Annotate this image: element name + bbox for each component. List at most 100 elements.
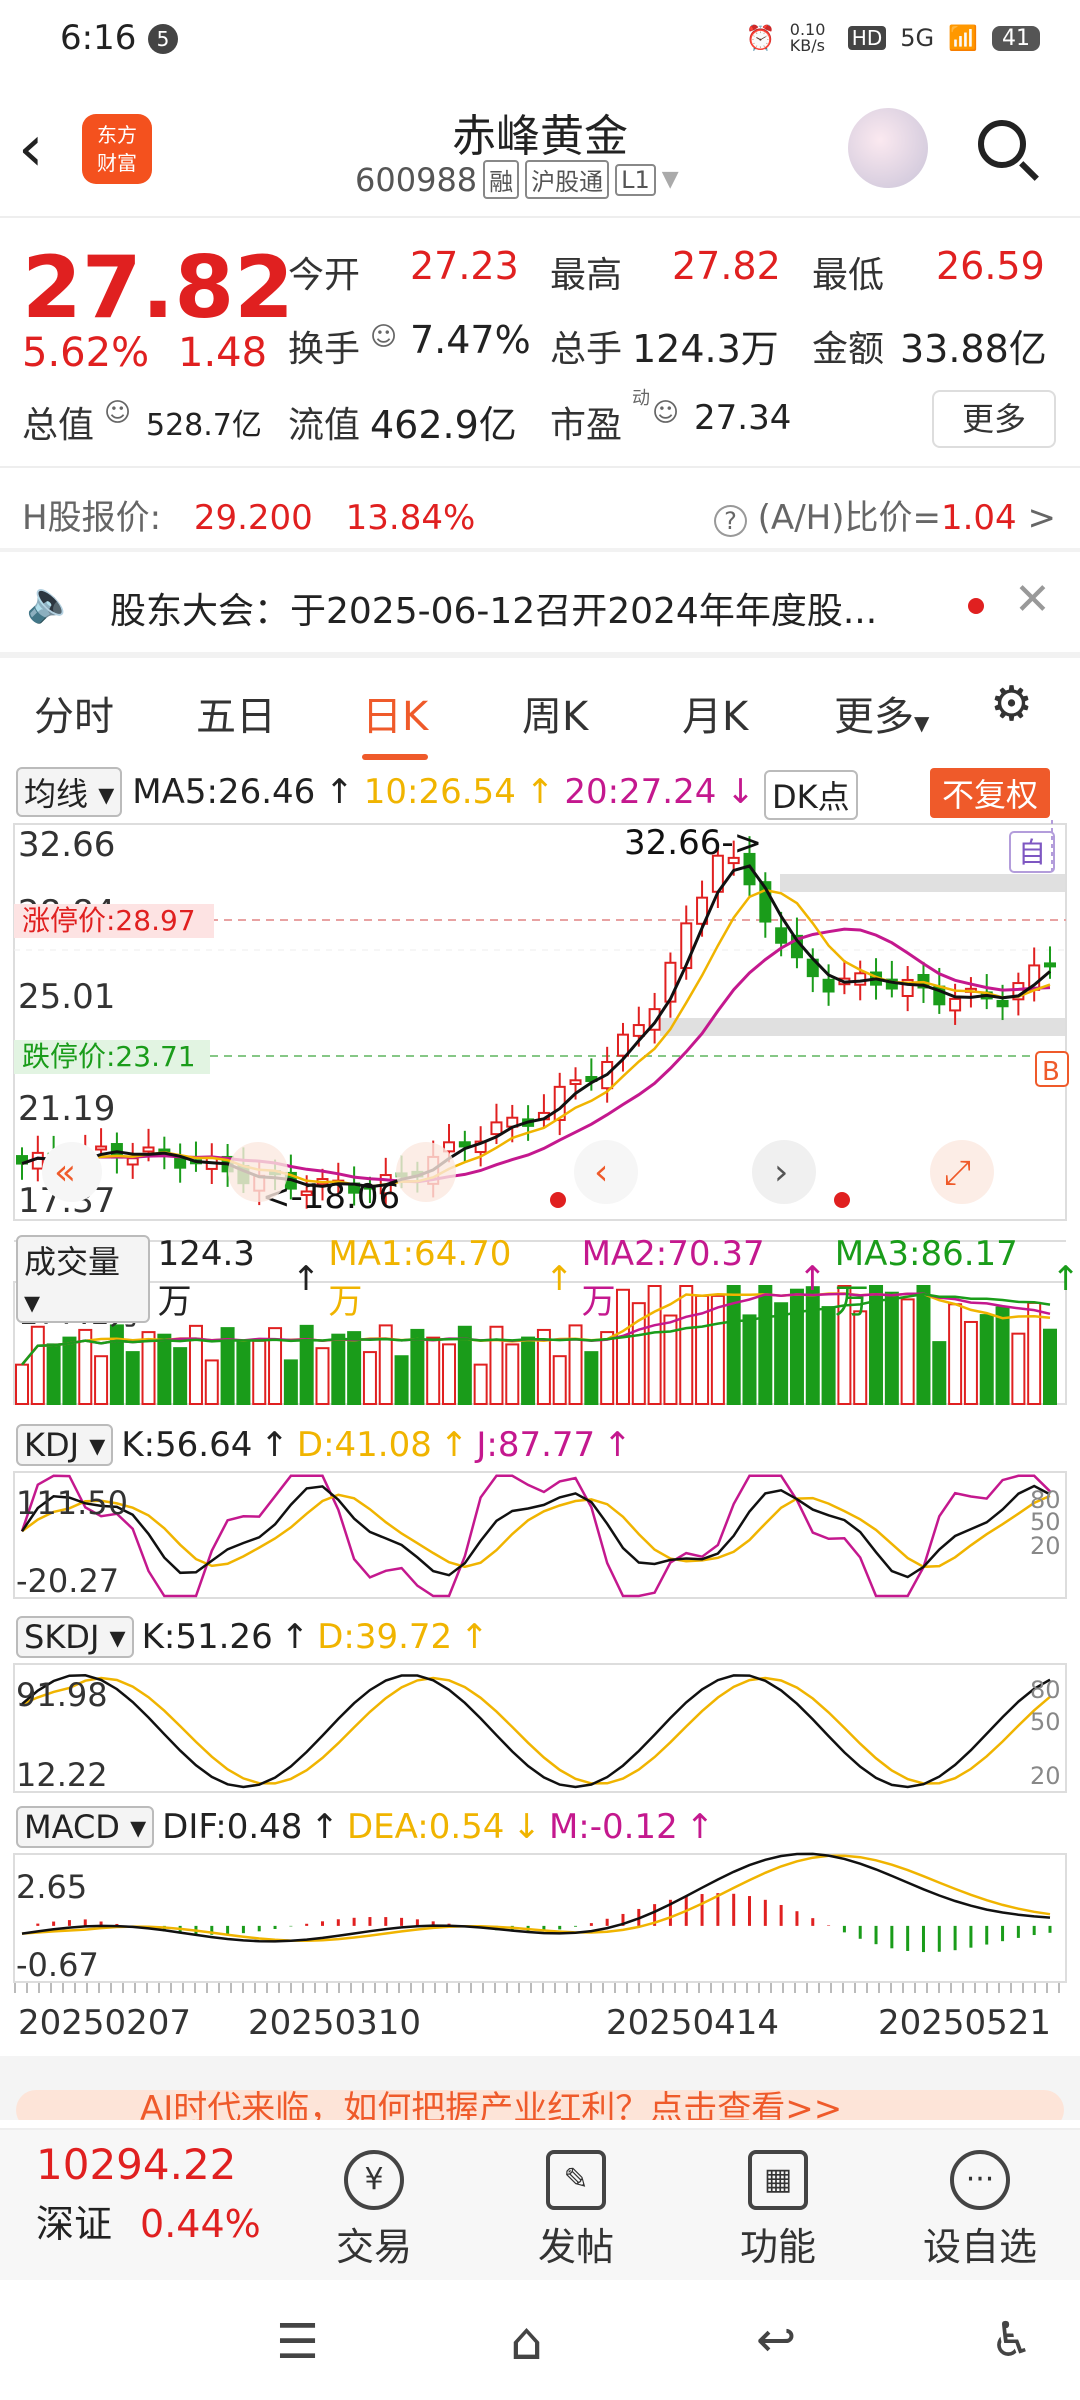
kdj-level-50: 50 [1030,1508,1061,1536]
volume-bar [315,1347,330,1406]
volume-bar [805,1286,820,1405]
home-icon[interactable]: ⌂ [510,2312,544,2372]
kdj-selector[interactable]: KDJ ▾ [16,1424,114,1466]
dk-point-button[interactable]: DK点 [764,770,858,820]
volume-selector-label: 成交量 [24,1242,121,1281]
ma20-value: 20:27.24 [564,772,717,812]
volume-bar [141,1331,156,1405]
volume-selector[interactable]: 成交量 ▾ [16,1234,150,1323]
volume-bar [94,1355,109,1405]
assistant-avatar-icon[interactable] [848,108,928,188]
trade-button[interactable]: ¥ 交易 [304,2150,444,2271]
next-candle-button[interactable] [752,1140,816,1204]
turnover-value: 7.47% [410,318,531,362]
skdj-y-bottom: 12.22 [16,1756,108,1794]
volume-bar [30,1325,45,1406]
help-icon: ? [714,505,747,537]
info-icon[interactable]: ☺ [104,398,132,428]
zoom-out-button[interactable] [228,1142,288,1202]
high-label: 最高 [550,255,623,296]
back-nav-icon[interactable]: ↩ [756,2312,797,2368]
app-logo[interactable]: 东方 财富 [82,114,152,184]
adjust-button[interactable]: 不复权 [930,768,1051,818]
post-button[interactable]: ✎ 发帖 [506,2150,646,2271]
prev-candle-button[interactable] [574,1140,638,1204]
expand-icon: ⤢ [944,1153,971,1193]
tab-monthly-k[interactable]: 月K [682,694,749,740]
signal-icon: 5G [900,24,935,52]
ma-selector[interactable]: 均线 ▾ [16,767,123,817]
double-left-icon: « [54,1152,76,1193]
candle-body [949,997,962,1012]
kdj-k: K:56.64 [121,1425,253,1465]
info-icon[interactable]: ☺ [370,322,398,352]
turnover-label: 换手 [288,329,361,370]
volume-bar [204,1359,219,1405]
info-icon[interactable]: ☺ [652,398,680,428]
notice-bar[interactable]: 🔈 股东大会：于2025-06-12召开2024年年度股... ✕ [0,552,1080,652]
volume-bar [157,1333,172,1405]
menu-icon[interactable]: ☰ [276,2314,320,2370]
zoom-in-button[interactable] [396,1142,456,1202]
ma-selector-label: 均线 [24,775,89,813]
skdj-level-50: 50 [1030,1708,1061,1736]
index-name: 深证 [36,2202,113,2246]
add-watchlist-button[interactable]: ··· 设自选 [910,2150,1050,2271]
yen-icon: ¥ [344,2150,404,2210]
tag-margin: 融 [483,160,520,199]
skdj-selector[interactable]: SKDJ ▾ [16,1616,134,1658]
hshare-row[interactable]: H股报价: 29.200 13.84% [22,490,475,538]
volume-bar [884,1291,899,1406]
ma5-value: MA5:26.46 [132,772,316,812]
resistance-band [780,874,1066,892]
candle-body [569,1079,582,1086]
pe-label: 市盈 [550,405,623,446]
hd-icon: HD [847,26,887,50]
low-value: 26.59 [936,244,1045,288]
more-button[interactable]: 更多 [932,390,1056,448]
ad-banner[interactable]: AI时代来临，如何把握产业红利？点击查看>> [140,2089,842,2120]
ah-ratio[interactable]: ? (A/H)比价=1.04 > [714,490,1056,538]
macd-selector[interactable]: MACD ▾ [16,1806,155,1848]
vol-ma3-line [21,1292,1051,1366]
stock-code-row[interactable]: 600988 融 沪股通 L1 ▼ [355,160,679,199]
candle-body [648,1008,661,1031]
macd-selector-label: MACD [24,1808,120,1846]
function-label: 功能 [739,2225,816,2269]
close-icon[interactable]: ✕ [1014,574,1051,625]
tab-more[interactable]: 更多▼ [834,684,929,742]
volume-bar [963,1320,978,1406]
volume-bar [378,1324,393,1405]
tab-five-day[interactable]: 五日 [196,694,276,740]
accessibility-icon[interactable]: ♿ [990,2312,1034,2368]
fullscreen-button[interactable] [930,1140,994,1204]
change-percent: 5.62% [22,330,150,376]
candle-body [474,1140,487,1154]
grid-icon: ▦ [748,2150,808,2210]
function-button[interactable]: ▦ 功能 [708,2150,848,2271]
vol-ma3: MA3:86.17万 [834,1234,1018,1322]
scroll-left-button[interactable] [42,1142,102,1202]
volume-bar [347,1331,362,1406]
tab-daily-k[interactable]: 日K [362,684,429,760]
back-button[interactable]: ‹ [18,112,44,186]
vol-ma1: MA1:64.70万 [328,1234,512,1322]
ma-legend: 均线 ▾ MA5:26.46 ↑ 10:26.54 ↑ 20:27.24 ↓ [16,767,1066,817]
status-bar: 6:16 5 ⏰ 0.10 KB/s HD 5G 📶 41 [0,0,1080,80]
candle-body [901,978,914,997]
tab-weekly-k[interactable]: 周K [522,694,589,740]
candle-body [300,1190,313,1196]
date-label-3: 20250414 [606,2003,779,2043]
settings-gear-icon[interactable]: ⚙ [990,676,1034,732]
bottom-toolbar: 10294.22 深证 0.44% ¥ 交易 ✎ 发帖 ▦ 功能 ··· 设自选 [0,2128,1080,2280]
tab-intraday[interactable]: 分时 [34,694,114,740]
buy-marker: B [1042,1057,1060,1087]
kdj-level-20: 20 [1030,1532,1061,1560]
skdj-level-80: 80 [1030,1676,1061,1704]
kdj-selector-label: KDJ [24,1426,80,1464]
volume-bar [252,1339,267,1405]
index-ticker[interactable]: 10294.22 深证 0.44% [36,2140,261,2248]
amount-value: 33.88亿 [900,327,1047,371]
search-icon[interactable] [978,120,1026,168]
kline-chart-area[interactable]: 32.66 28.84 25.01 21.19 17.37 涨停价:28.97 … [0,820,1080,2120]
